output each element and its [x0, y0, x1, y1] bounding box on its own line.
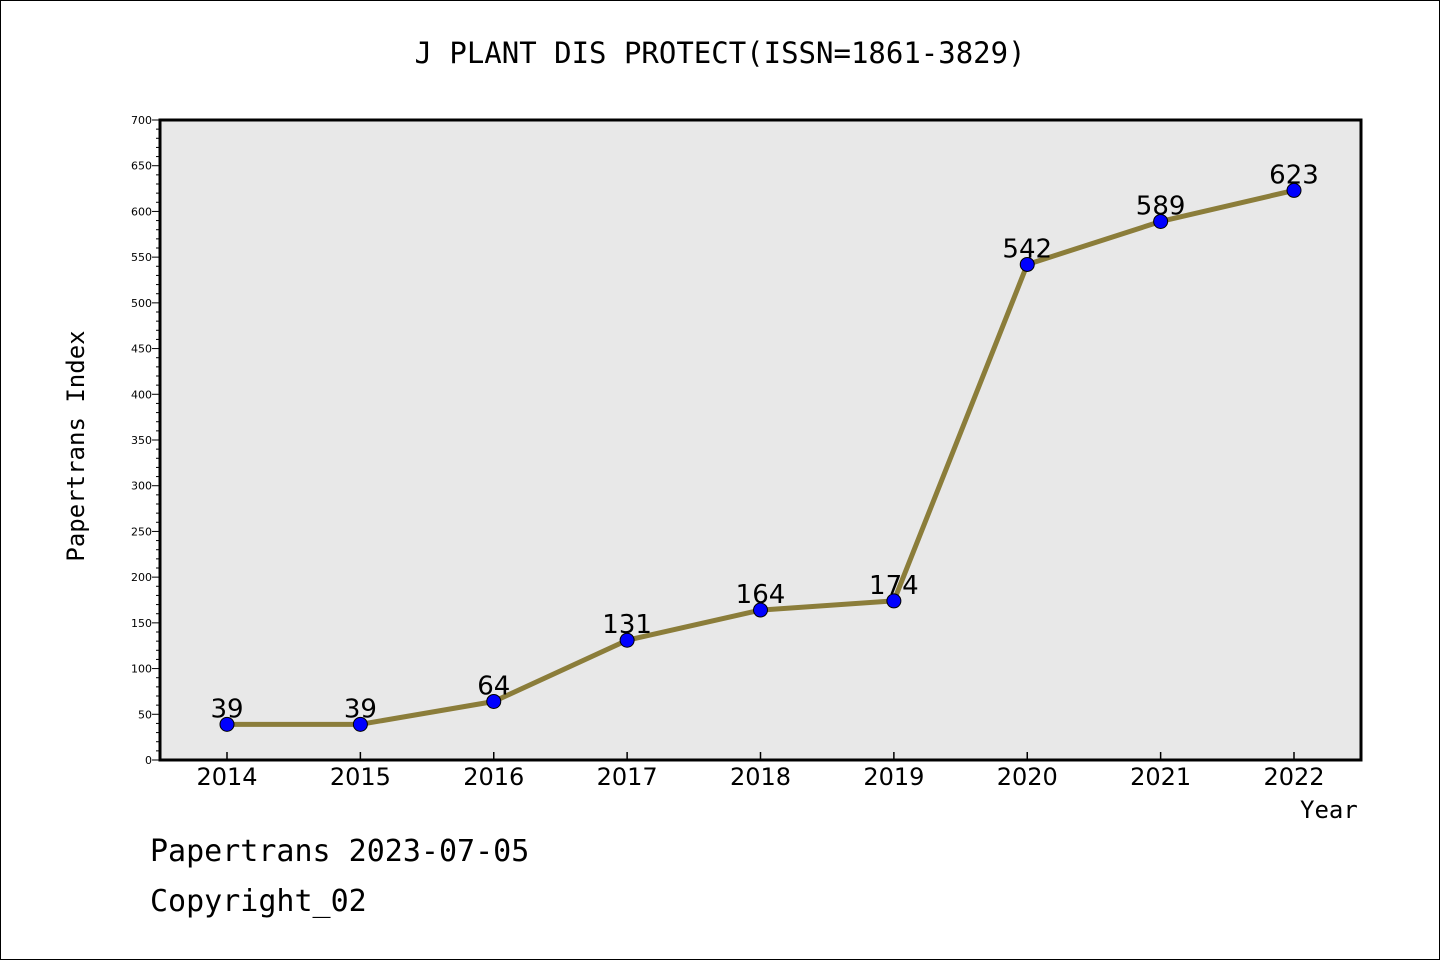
data-point — [1286, 182, 1302, 198]
data-label: 39 — [344, 694, 377, 724]
data-point — [352, 716, 368, 732]
data-point — [753, 602, 768, 618]
x-tick-label: 2019 — [863, 763, 924, 791]
data-label: 131 — [602, 610, 652, 640]
data-point — [886, 593, 902, 609]
x-tick-label: 2016 — [463, 763, 524, 791]
x-tick-label: 2014 — [196, 763, 257, 791]
data-label: 589 — [1136, 191, 1186, 221]
y-tick-label: 100 — [131, 663, 152, 676]
x-tick-label: 2020 — [997, 763, 1058, 791]
data-point — [1153, 213, 1169, 229]
data-point — [486, 693, 502, 709]
data-labels: 39 39 64 131 164 174 542 589 623 — [210, 160, 1318, 724]
data-label: 542 — [1002, 234, 1052, 264]
footer-date: Papertrans 2023-07-05 — [150, 834, 530, 869]
x-tick-label: 2021 — [1130, 763, 1191, 791]
data-label: 164 — [736, 580, 786, 610]
data-label: 64 — [477, 671, 510, 701]
y-tick-label: 600 — [131, 205, 152, 218]
y-tick-label: 350 — [131, 434, 152, 447]
plot-border — [158, 118, 1363, 762]
y-tick-label: 650 — [131, 160, 152, 173]
y-tick-label: 300 — [131, 480, 152, 493]
y-tick-label: 200 — [131, 571, 152, 584]
x-axis: 2014 2015 2016 2017 2018 2019 2020 2021 2022 — [196, 752, 1325, 791]
x-tick-label: 2018 — [730, 763, 791, 791]
data-label: 623 — [1269, 160, 1319, 190]
data-points — [219, 182, 1302, 732]
y-tick-label: 50 — [138, 708, 152, 721]
data-label: 174 — [869, 571, 919, 601]
y-axis: 0 50 100 150 200 250 300 350 400 450 500 550 600 650 7… — [131, 114, 160, 767]
x-tick-label: 2015 — [330, 763, 391, 791]
y-tick-label: 550 — [131, 251, 152, 264]
y-tick-label: 400 — [131, 388, 152, 401]
y-tick-label: 500 — [131, 297, 152, 310]
chart-title: J PLANT DIS PROTECT(ISSN=1861-3829) — [414, 36, 1026, 70]
y-tick-label: 150 — [131, 617, 152, 630]
y-tick-label: 450 — [131, 343, 152, 356]
data-point — [619, 632, 635, 648]
data-point — [219, 716, 235, 732]
data-label: 39 — [210, 694, 243, 724]
x-tick-label: 2017 — [597, 763, 658, 791]
y-tick-label: 250 — [131, 525, 152, 538]
y-tick-label: 0 — [145, 754, 152, 767]
footer-copyright: Copyright_02 — [150, 884, 367, 919]
y-tick-label: 700 — [131, 114, 152, 127]
x-tick-label: 2022 — [1263, 763, 1324, 791]
data-point — [1019, 256, 1035, 272]
x-axis-label: Year — [1300, 796, 1358, 824]
